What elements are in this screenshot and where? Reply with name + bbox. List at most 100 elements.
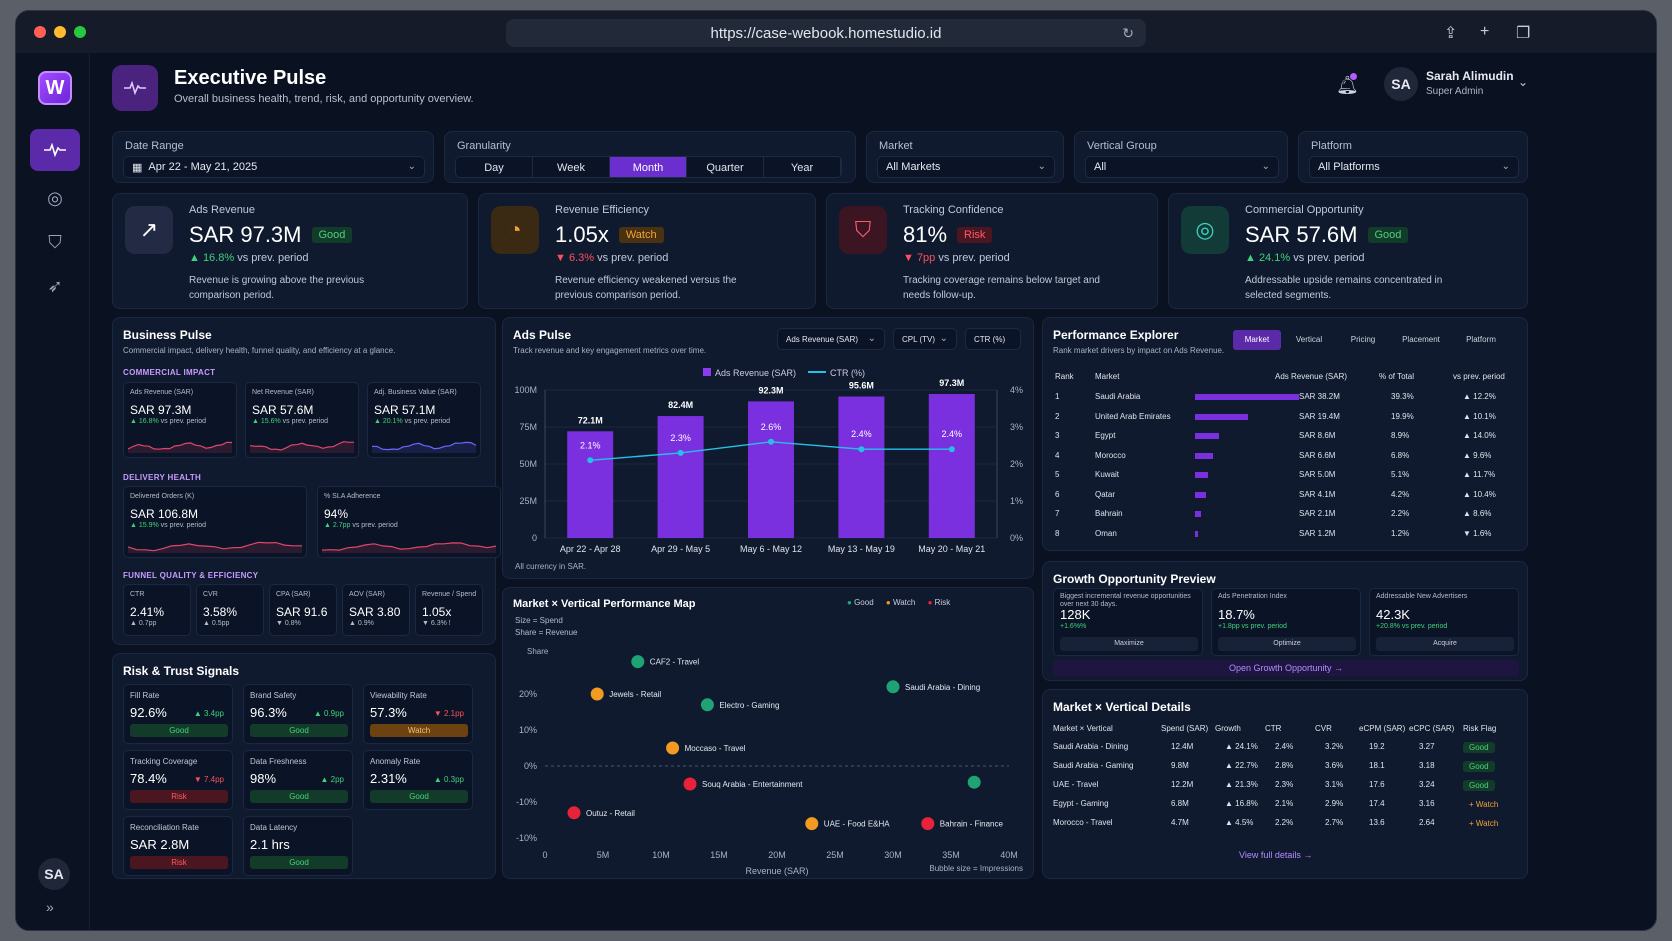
risk-card[interactable]: Fill Rate 92.6% ▲ 3.4pp Good — [123, 684, 233, 744]
share-icon[interactable]: ⇪ — [1444, 25, 1458, 42]
bubble[interactable] — [566, 805, 582, 821]
sidebar-avatar[interactable]: SA — [38, 858, 70, 890]
risk-card[interactable]: Data Freshness 98% ▲ 2pp Good — [243, 750, 353, 810]
table-cell: ▼ 1.6% — [1463, 528, 1492, 538]
tabs-icon[interactable]: ❐ — [1516, 25, 1531, 42]
risk-card[interactable]: Anomaly Rate 2.31% ▲ 0.3pp Good — [363, 750, 473, 810]
growth-action-button[interactable]: Optimize — [1218, 637, 1356, 651]
risk-card[interactable]: Viewability Rate 57.3% ▼ 2.1pp Watch — [363, 684, 473, 744]
risk-value: 2.1 hrs — [250, 837, 290, 852]
table-cell: 12.2M — [1171, 780, 1194, 789]
risk-delta: ▲ 0.3pp — [433, 775, 464, 784]
granularity-week[interactable]: Week — [533, 157, 610, 177]
bubble[interactable] — [920, 816, 936, 832]
kpi-description: Revenue efficiency weakened versus the p… — [555, 275, 737, 301]
trend-up-icon: ↗ — [125, 206, 173, 254]
bubble[interactable] — [682, 776, 698, 792]
table-cell: 39.3% — [1391, 392, 1414, 401]
bar-value-label: 92.3M — [758, 385, 783, 395]
ctr-point[interactable] — [948, 446, 955, 453]
metric-card[interactable]: AOV (SAR) SAR 3.80 ▲ 0.9% — [342, 584, 410, 636]
kpi-delta: ▼ 7pp vs prev. period — [903, 252, 1010, 264]
metric-card[interactable]: % SLA Adherence 94% ▲ 2.7pp vs prev. perio… — [317, 486, 501, 558]
ctr-point[interactable] — [768, 438, 774, 445]
date-range-select[interactable]: ▦ Apr 22 - May 21, 2025 ⌄ — [123, 156, 425, 178]
metric-label: CVR — [203, 591, 218, 598]
ctr-point[interactable] — [677, 449, 684, 456]
nav-shield[interactable]: ⛉ — [30, 221, 80, 263]
bubble[interactable] — [804, 816, 820, 832]
metric-card[interactable]: Ads Revenue (SAR) SAR 97.3M ▲ 16.8% vs pre… — [123, 382, 237, 458]
bubble[interactable] — [699, 697, 715, 713]
bubble[interactable] — [885, 679, 901, 695]
market-value: All Markets — [886, 161, 941, 173]
risk-card[interactable]: Tracking Coverage 78.4% ▼ 7.4pp Risk — [123, 750, 233, 810]
metric-card[interactable]: Net Revenue (SAR) SAR 57.6M ▲ 15.6% vs pre… — [245, 382, 359, 458]
bar[interactable] — [567, 431, 614, 538]
nav-pulse[interactable] — [30, 129, 80, 171]
tab-market[interactable]: Market — [1233, 330, 1281, 350]
granularity-month[interactable]: Month — [610, 157, 687, 177]
nav-target[interactable]: ◎ — [30, 177, 80, 219]
bar[interactable] — [748, 401, 794, 538]
y-tick-label: 20% — [519, 689, 537, 699]
view-full-details-link[interactable]: View full details → — [1239, 850, 1313, 860]
metric-select-3[interactable]: CTR (%) — [965, 328, 1021, 350]
new-tab-icon[interactable]: + — [1480, 23, 1490, 40]
risk-card[interactable]: Data Latency 2.1 hrs Good — [243, 816, 353, 876]
bubble[interactable] — [589, 686, 605, 702]
address-bar[interactable]: https://case-webook.homestudio.id ↻ — [506, 19, 1146, 47]
metric-card[interactable]: CVR 3.58% ▲ 0.5pp — [196, 584, 264, 636]
metric-value: SAR 57.1M — [374, 403, 436, 417]
risk-card[interactable]: Brand Safety 96.3% ▲ 0.9pp Good — [243, 684, 353, 744]
metric-card[interactable]: Adj. Business Value (SAR) SAR 57.1M ▲ 20.1… — [367, 382, 481, 458]
tab-vertical[interactable]: Vertical — [1295, 335, 1323, 344]
growth-action-button[interactable]: Maximize — [1060, 637, 1198, 651]
share-bar — [1195, 491, 1206, 498]
table-cell: 13.6 — [1369, 818, 1385, 827]
bubble[interactable] — [665, 740, 681, 756]
platform-select[interactable]: All Platforms ⌄ — [1309, 156, 1519, 178]
bar[interactable] — [838, 396, 885, 538]
bar[interactable] — [657, 416, 704, 538]
open-growth-button[interactable]: Open Growth Opportunity → — [1053, 660, 1519, 676]
ctr-point[interactable] — [858, 446, 865, 453]
table-cell: Kuwait — [1095, 470, 1120, 479]
table-header: Ads Revenue (SAR) — [1275, 372, 1348, 381]
minimize-window-button[interactable] — [54, 26, 66, 38]
collapse-icon[interactable]: » — [46, 899, 54, 915]
bubble[interactable] — [966, 774, 982, 790]
status-badge: Risk — [130, 856, 228, 869]
granularity-day[interactable]: Day — [456, 157, 533, 177]
delta-value: ▼ 7pp — [903, 252, 936, 264]
tab-platform[interactable]: Platform — [1466, 335, 1496, 344]
app-logo[interactable]: W — [38, 71, 72, 105]
bell-icon[interactable]: 🔔︎ — [1336, 75, 1359, 95]
metric-select-1[interactable]: Ads Revenue (SAR) ⌄ — [777, 328, 885, 350]
metric-card[interactable]: Delivered Orders (K) SAR 106.8M ▲ 15.9% vs… — [123, 486, 307, 558]
bubble[interactable] — [630, 654, 646, 670]
tab-placement[interactable]: Placement — [1402, 335, 1440, 344]
ctr-label: 2.4% — [851, 429, 872, 439]
ctr-point[interactable] — [587, 457, 594, 464]
chevron-down-icon[interactable]: ⌄ — [1518, 75, 1529, 89]
granularity-year[interactable]: Year — [764, 157, 841, 177]
market-select[interactable]: All Markets ⌄ — [877, 156, 1055, 178]
growth-action-button[interactable]: Acquire — [1376, 637, 1514, 651]
metric-card[interactable]: Revenue / Spend 1.05x ▼ 6.3% ! — [415, 584, 483, 636]
vertical-select[interactable]: All ⌄ — [1085, 156, 1279, 178]
maximize-window-button[interactable] — [74, 26, 86, 38]
nav-rocket[interactable]: ➶ — [30, 265, 80, 307]
tab-pricing[interactable]: Pricing — [1350, 335, 1376, 344]
reload-icon[interactable]: ↻ — [1122, 25, 1134, 41]
table-cell: ▲ 9.6% — [1463, 450, 1492, 460]
risk-card[interactable]: Reconciliation Rate SAR 2.8M Risk — [123, 816, 233, 876]
metric-select-2[interactable]: CPL (TV) ⌄ — [893, 328, 957, 350]
close-window-button[interactable] — [34, 26, 46, 38]
metric-card[interactable]: CTR 2.41% ▲ 0.7pp — [123, 584, 191, 636]
user-avatar[interactable]: SA — [1384, 67, 1418, 101]
table-cell: United Arab Emirates — [1095, 411, 1171, 421]
granularity-quarter[interactable]: Quarter — [687, 157, 764, 177]
metric-card[interactable]: CPA (SAR) SAR 91.6 ▼ 0.8% — [269, 584, 337, 636]
bar[interactable] — [928, 393, 975, 538]
